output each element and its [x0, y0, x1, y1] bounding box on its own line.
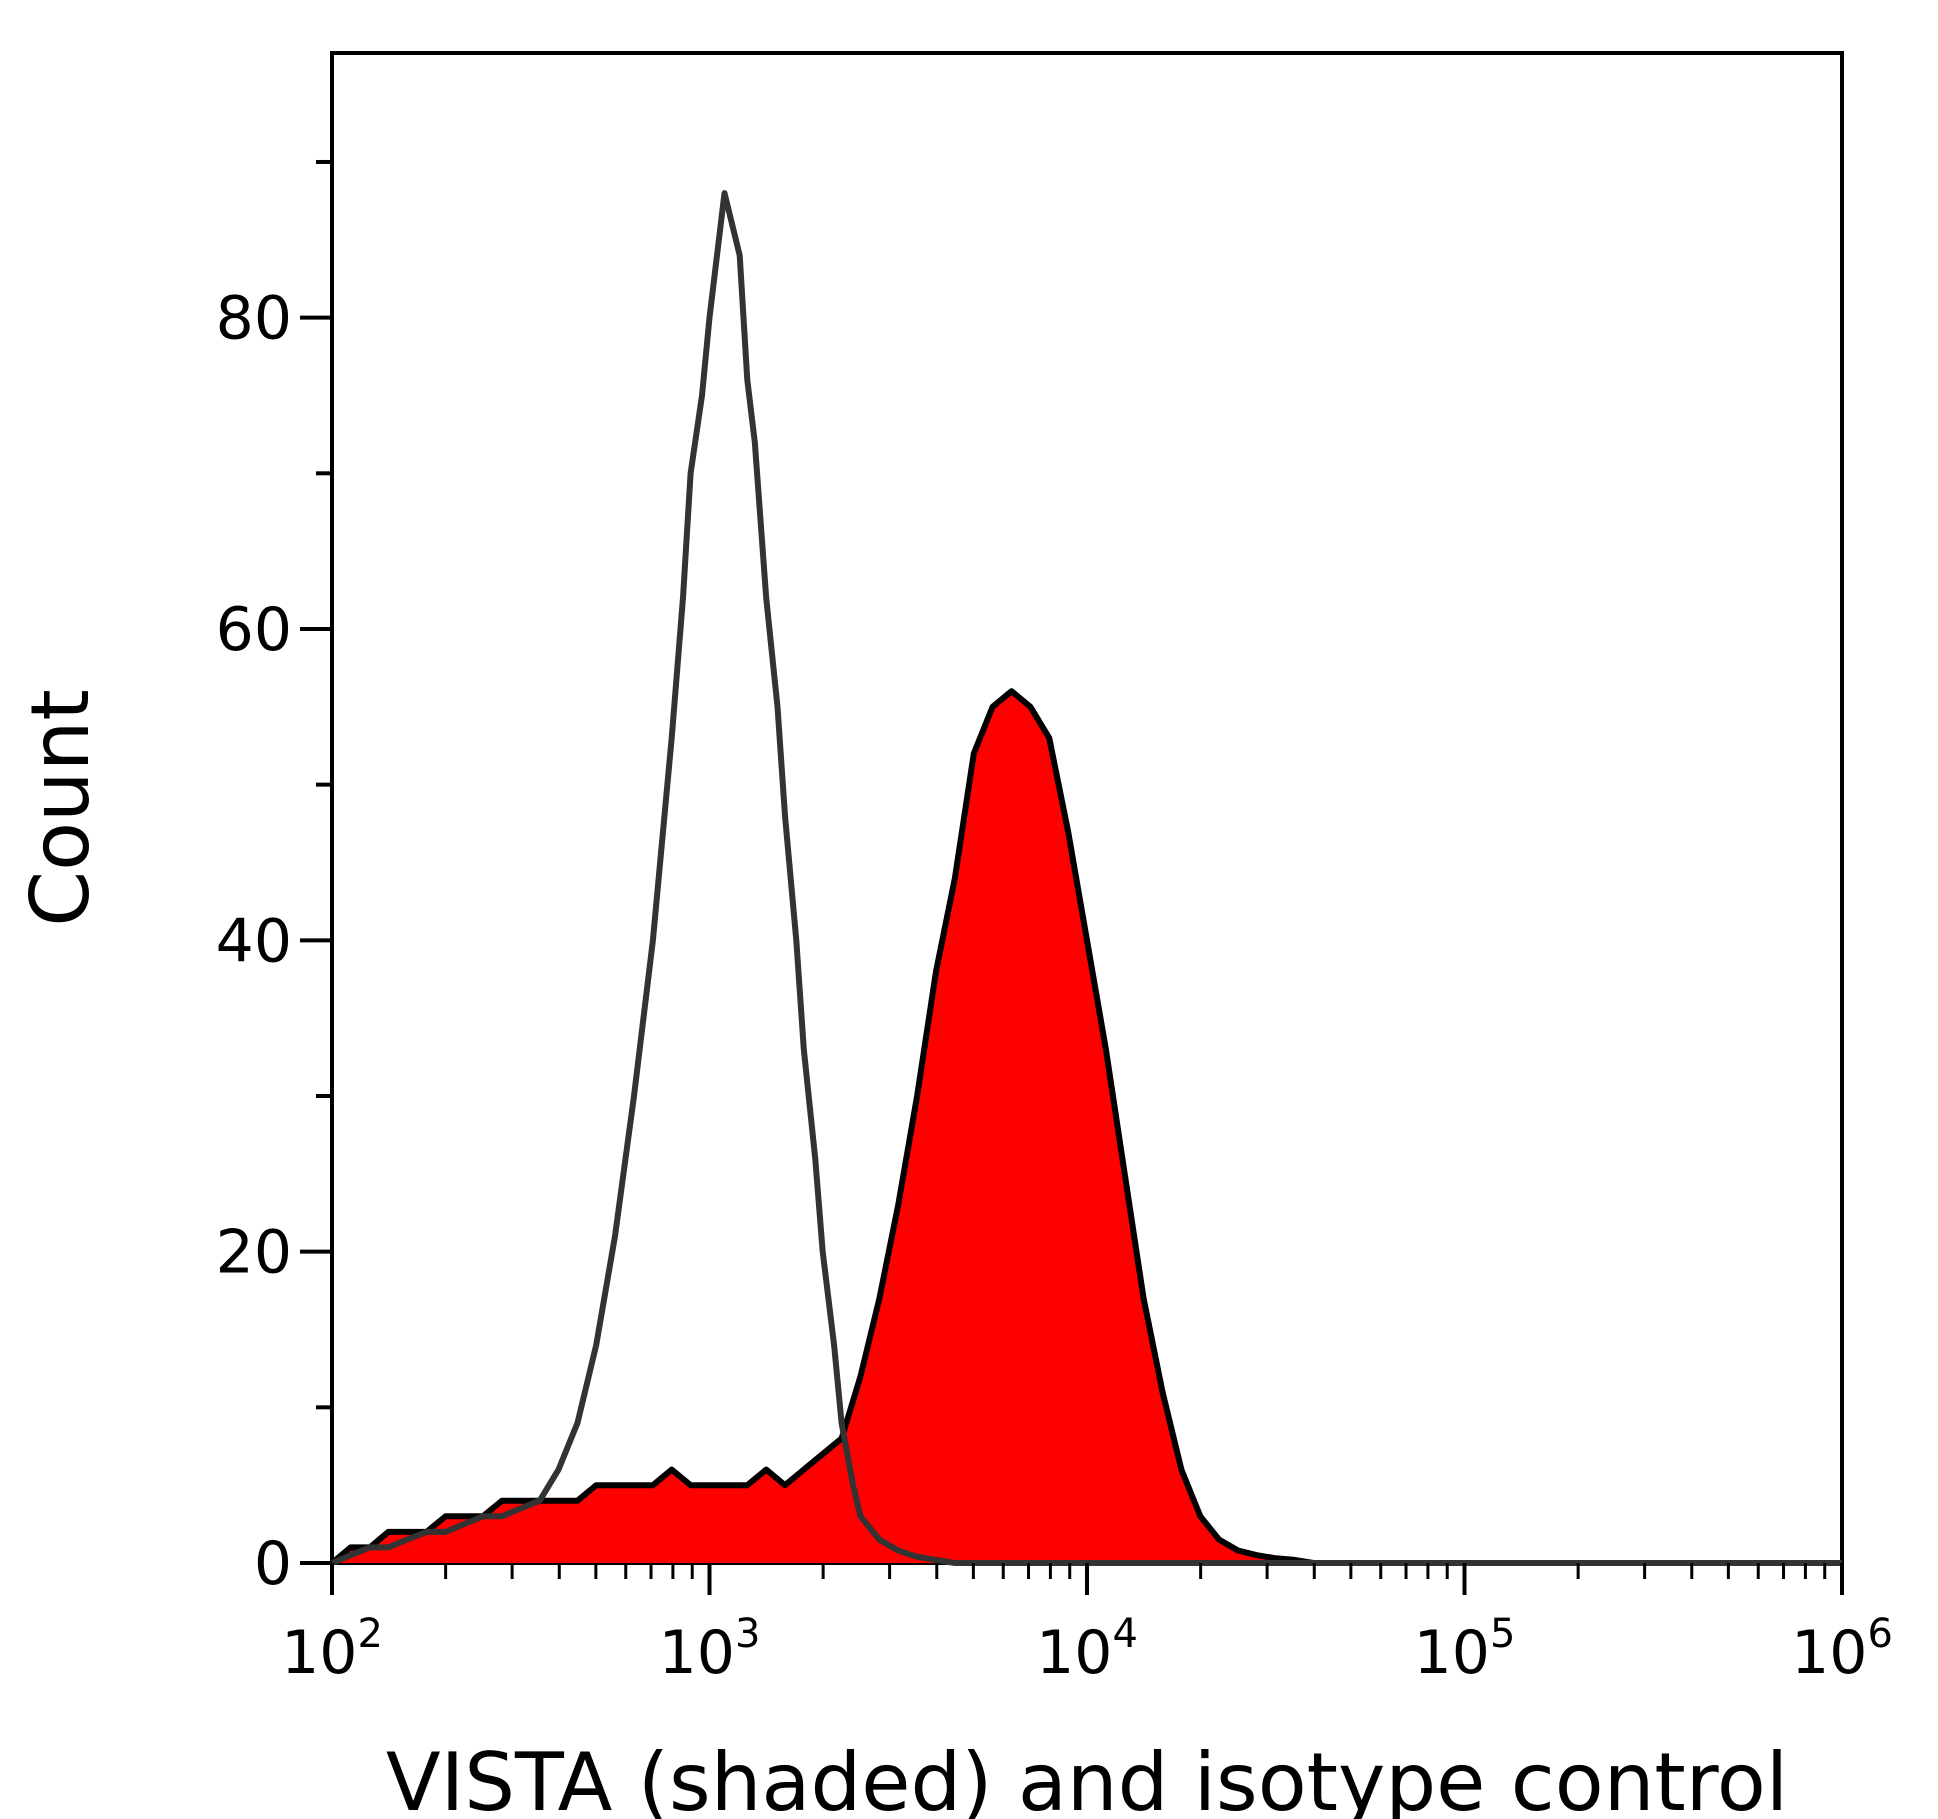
x-tick-label-1e4: 104 — [1036, 1611, 1138, 1688]
x-axis-title: VISTA (shaded) and isotype control — [386, 1736, 1788, 1819]
series-1-line — [330, 190, 1842, 1566]
y-axis-title: Count — [14, 689, 107, 927]
x-tick-label-1e3: 103 — [659, 1611, 761, 1688]
y-tick-label-20: 20 — [216, 1218, 292, 1288]
series-layer — [330, 190, 1842, 1566]
x-tick-label-1e6: 106 — [1791, 1611, 1893, 1688]
series-0-fill — [332, 691, 1842, 1563]
tick-layer: 0 20 40 60 80 102 103 104 105 106 — [216, 159, 1893, 1688]
y-tick-label-60: 60 — [216, 595, 292, 665]
y-tick-label-80: 80 — [216, 284, 292, 354]
x-tick-label-1e2: 102 — [281, 1611, 383, 1688]
y-tick-label-0: 0 — [254, 1529, 292, 1599]
series-0-line — [330, 688, 1842, 1566]
y-tick-label-40: 40 — [216, 906, 292, 976]
x-tick-label-1e5: 105 — [1414, 1611, 1516, 1688]
